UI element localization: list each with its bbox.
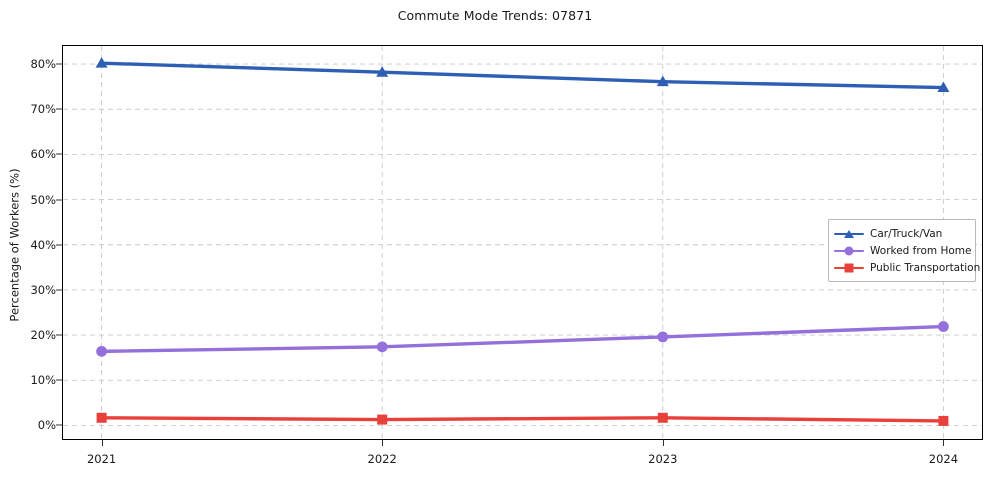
legend-label: Public Transportation xyxy=(870,261,981,274)
series-line xyxy=(99,61,946,90)
data-point-marker xyxy=(656,75,669,87)
y-axis-tick-mark xyxy=(56,244,62,246)
legend-marker-square-icon xyxy=(844,263,854,272)
y-axis-tick-label: 80% xyxy=(30,57,56,72)
chart-legend: Car/Truck/Van Worked from Home Public Tran… xyxy=(828,219,980,282)
data-point-marker xyxy=(657,331,669,343)
y-axis-tick-mark xyxy=(56,424,62,426)
legend-item[interactable]: Worked from Home xyxy=(834,242,972,259)
y-axis-tick-mark xyxy=(56,63,62,65)
legend-label: Car/Truck/Van xyxy=(870,227,943,240)
data-point-marker xyxy=(938,415,949,426)
data-point-marker xyxy=(376,341,388,353)
data-point-marker xyxy=(377,414,388,425)
y-axis-tick-label: 20% xyxy=(30,328,56,343)
x-axis-tick-mark xyxy=(943,440,945,446)
x-axis-tick-mark xyxy=(382,440,384,446)
data-point-marker xyxy=(938,321,949,332)
y-axis-tick-label: 0% xyxy=(37,418,56,433)
data-point-marker xyxy=(376,66,389,77)
x-axis-tick-label: 2023 xyxy=(648,452,678,466)
y-axis-tick-label: 40% xyxy=(30,237,56,252)
chart-title: Commute Mode Trends: 07871 xyxy=(397,8,593,23)
y-axis-tick-mark xyxy=(56,108,62,110)
plot-svg xyxy=(63,46,982,439)
y-axis-tick-label: 70% xyxy=(30,102,56,117)
y-axis-tick-mark xyxy=(56,153,62,155)
x-axis-tick-label: 2021 xyxy=(86,452,117,466)
legend-swatch xyxy=(834,227,864,241)
series-line xyxy=(99,416,946,423)
series-line xyxy=(99,324,946,354)
legend-swatch xyxy=(834,261,864,275)
y-axis-tick-label: 30% xyxy=(30,282,56,297)
y-axis-tick-mark xyxy=(56,334,62,336)
data-point-marker xyxy=(937,81,950,93)
data-point-marker xyxy=(96,345,107,357)
x-axis-tick-label: 2022 xyxy=(367,452,397,466)
y-axis-tick-mark xyxy=(56,289,62,291)
y-axis-tick-mark xyxy=(56,379,62,381)
data-point-marker xyxy=(96,412,107,423)
legend-marker-triangle-icon xyxy=(844,229,854,238)
legend-item[interactable]: Car/Truck/Van xyxy=(834,225,969,242)
data-point-marker xyxy=(95,57,108,68)
legend-swatch xyxy=(834,244,864,258)
legend-label: Worked from Home xyxy=(870,244,972,257)
x-axis-tick-mark xyxy=(101,440,103,446)
data-point-marker xyxy=(657,412,668,423)
legend-item[interactable]: Public Transportation xyxy=(834,259,980,276)
y-axis-tick-label: 10% xyxy=(30,373,56,388)
legend-marker-circle-icon xyxy=(844,246,854,255)
y-axis-tick-label: 60% xyxy=(30,147,56,162)
y-axis-tick-mark xyxy=(56,199,62,201)
x-axis-tick-label: 2024 xyxy=(928,452,959,466)
x-axis-tick-mark xyxy=(662,440,664,446)
y-axis-tick-label: 50% xyxy=(30,192,56,207)
